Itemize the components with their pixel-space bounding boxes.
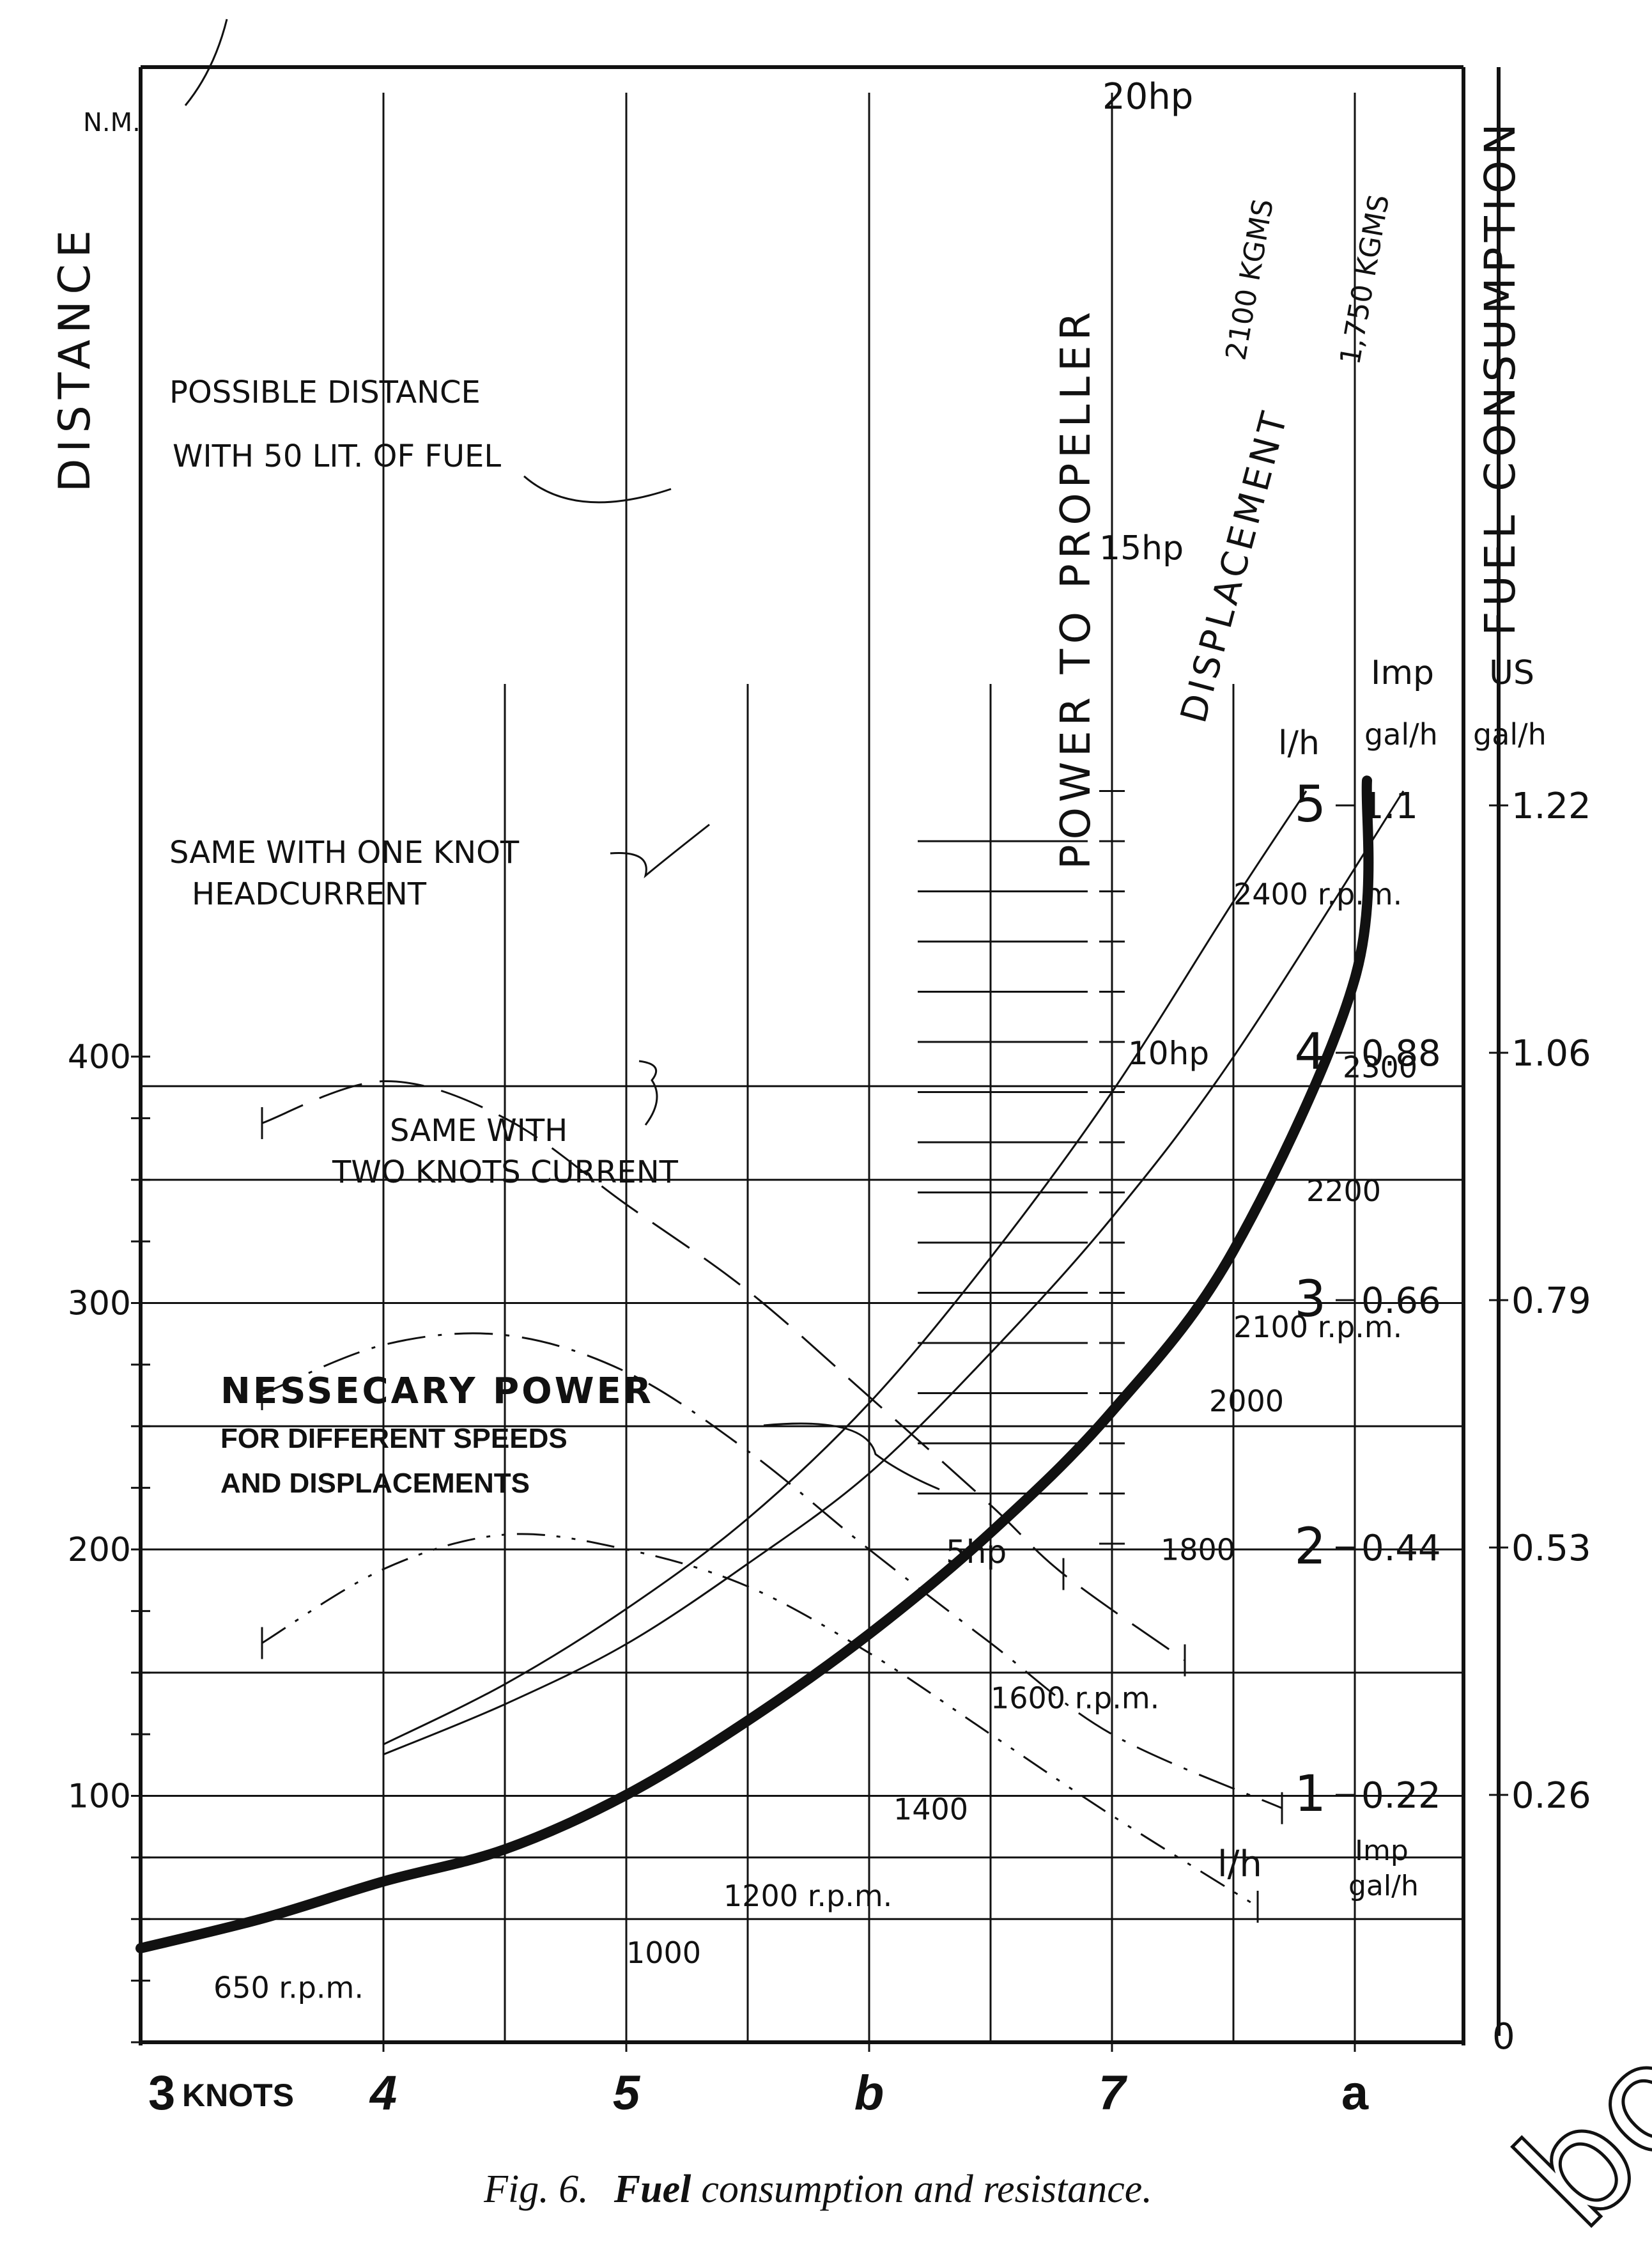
- possible-distance-pointer: [523, 475, 672, 504]
- fuel-tick-imp: 0.44: [1361, 1528, 1441, 1569]
- corner-stroke: [184, 19, 228, 106]
- power-curve-line: [383, 790, 1308, 1746]
- x-tick-label: 5: [613, 2066, 641, 2120]
- fuel-tick-lh: 3: [1294, 1271, 1326, 1328]
- distance-series-line: [261, 1533, 1258, 1908]
- note-power-2: FOR DIFFERENT SPEEDS: [220, 1423, 567, 1454]
- fuel-tick-us: 0.26: [1511, 1775, 1591, 1817]
- rpm-labels: 650 r.p.m. 1000 1200 r.p.m. 1400 1600 r.p.m.…: [213, 877, 1417, 2005]
- x-axis-labels: 3 4 5 b 7 a: [148, 2033, 1369, 2120]
- fuel-tick-imp: 0.22: [1361, 1775, 1441, 1817]
- disp-1750-label: 1,750 KGMS: [1334, 192, 1396, 368]
- left-tick-label: 100: [68, 1778, 131, 1816]
- note-possible-distance-1: POSSIBLE DISTANCE: [169, 375, 481, 410]
- x-axis-title: KNOTS: [182, 2077, 294, 2113]
- x-tick-label: a: [1341, 2066, 1369, 2120]
- rpm-label: 1800: [1161, 1532, 1235, 1567]
- rpm-label: 2000: [1209, 1384, 1284, 1418]
- x-tick-label: 7: [1099, 2066, 1128, 2120]
- unit-imp-bottom-2: gal/h: [1348, 1870, 1419, 1902]
- distance-series-line: [261, 1332, 1283, 1810]
- right-axis-title: FUEL CONSUMPTION: [1476, 118, 1525, 635]
- left-tick-label: 300: [68, 1285, 131, 1323]
- note-headcurrent-1: SAME WITH ONE KNOT: [169, 835, 520, 871]
- fuel-tick-us: 1.06: [1511, 1033, 1591, 1075]
- left-axis-title: DISTANCE: [50, 224, 100, 492]
- rpm-label: 2300: [1343, 1050, 1417, 1085]
- power-layer: [383, 790, 1405, 1756]
- rpm-label: 2400 r.p.m.: [1233, 877, 1402, 912]
- power-tick-20hp: 20hp: [1102, 76, 1193, 118]
- note-two-knots-1: SAME WITH: [390, 1113, 567, 1149]
- unit-usgal-top: gal/h: [1473, 717, 1547, 752]
- rpm-label: 2200: [1306, 1174, 1381, 1208]
- unit-lh-top: l/h: [1278, 724, 1320, 763]
- rpm-label: 1600 r.p.m.: [991, 1681, 1159, 1716]
- headcurrent-pointer: [610, 823, 710, 879]
- two-knots-pointer: [638, 1060, 658, 1126]
- x-tick-label: 4: [369, 2066, 397, 2120]
- fuel-tick-us: 1.22: [1511, 786, 1591, 827]
- fuel-tick-imp: 0.88: [1361, 1033, 1441, 1075]
- zero-label: 0: [1492, 2016, 1515, 2058]
- rpm-label: 1400: [893, 1792, 968, 1827]
- power-tick-10hp: 10hp: [1128, 1035, 1209, 1072]
- rpm-label: 2100 r.p.m.: [1233, 1310, 1402, 1344]
- power-pointer: [763, 1422, 940, 1491]
- series-layer: [135, 775, 1374, 1953]
- displacement-label: DISPLACEMENT: [1173, 405, 1297, 727]
- unit-us-top: US: [1489, 654, 1534, 692]
- left-axis-unit: N.M.: [83, 108, 141, 137]
- caption-fig: Fig. 6.: [483, 2168, 589, 2211]
- rpm-label: 650 r.p.m.: [213, 1970, 364, 2005]
- distance-series-line: [261, 1080, 1185, 1661]
- unit-impgal-top: gal/h: [1364, 717, 1438, 752]
- note-power-1: NESSECARY POWER: [220, 1370, 654, 1412]
- unit-lh-bottom: l/h: [1217, 1843, 1262, 1885]
- rpm-label: 1200 r.p.m.: [723, 1879, 892, 1913]
- fuel-consumption-line: [135, 775, 1374, 1953]
- fuel-tick-lh: 1: [1294, 1765, 1326, 1823]
- figure-caption: Fig. 6. Fuel consumption and resistance.: [483, 2168, 1152, 2211]
- watermark: boat: [1486, 1905, 1652, 2250]
- disp-2100-label: 2100 KGMS: [1219, 197, 1279, 363]
- left-axis-ticks: 400 300 200 100: [68, 1038, 150, 2044]
- unit-imp-top: Imp: [1371, 654, 1434, 692]
- fuel-tick-imp: 0.66: [1361, 1280, 1441, 1322]
- left-tick-label: 200: [68, 1531, 131, 1569]
- fuel-tick-lh: 5: [1294, 776, 1326, 834]
- unit-imp-bottom-1: Imp: [1355, 1835, 1409, 1867]
- note-headcurrent-2: HEADCURRENT: [192, 876, 427, 912]
- x-tick-label: b: [854, 2066, 884, 2120]
- caption-rest: consumption and resistance.: [701, 2168, 1152, 2211]
- note-two-knots-2: TWO KNOTS CURRENT: [332, 1154, 679, 1190]
- fuel-tick-us: 0.53: [1511, 1528, 1591, 1569]
- power-curve-line: [383, 790, 1405, 1756]
- caption-fuel: Fuel: [614, 2168, 691, 2211]
- power-tick-15hp: 15hp: [1099, 529, 1184, 568]
- fuel-tick-lh: 2: [1294, 1518, 1326, 1576]
- note-power-3: AND DISPLACEMENTS: [220, 1468, 530, 1499]
- note-possible-distance-2: WITH 50 LIT. OF FUEL: [173, 438, 501, 474]
- x-tick-label: 3: [148, 2066, 175, 2120]
- left-tick-label: 400: [68, 1038, 131, 1076]
- power-axis-title: POWER TO PROPELLER: [1053, 307, 1100, 869]
- grid: [141, 93, 1463, 2042]
- fuel-tick-us: 0.79: [1511, 1280, 1591, 1322]
- rpm-label: 1000: [626, 1936, 701, 1970]
- right-axis-ticks: 1 0.22 0.262 0.44 0.533 0.66 0.794 0.88 1.065 1.1…: [1294, 776, 1591, 1823]
